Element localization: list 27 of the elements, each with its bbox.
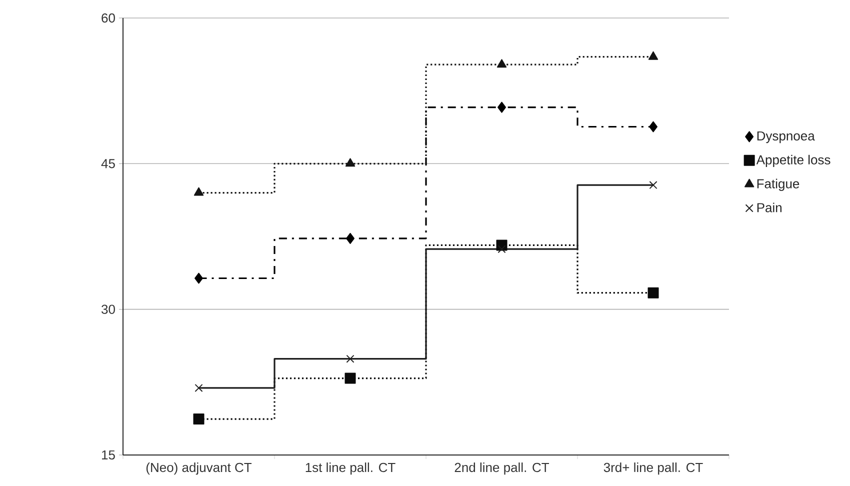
point [194, 272, 204, 284]
point [648, 287, 659, 298]
y-tick-label: 45 [101, 159, 115, 168]
y-tick-label: 60 [102, 13, 115, 23]
legend-label: Pain [757, 202, 782, 212]
point [345, 158, 356, 167]
point [193, 414, 204, 425]
legend-label: Appetite loss [756, 154, 830, 168]
legend-label: Dyspnoea [757, 131, 815, 144]
point [496, 59, 507, 68]
point [649, 180, 658, 190]
x-tick-label: 1st line pall. CT [306, 462, 396, 475]
x-tick-label: 2nd line pall. CT [454, 462, 549, 475]
point [194, 384, 203, 392]
y-tick-label: 30 [102, 304, 115, 314]
x-tick-label: (Neo) adjuvant CT [146, 462, 252, 475]
point [346, 354, 354, 363]
point [498, 245, 506, 254]
point [346, 232, 355, 244]
x-tick-label: 3rd+ line pall. CT [604, 462, 703, 475]
legend-label: Fatigue [757, 178, 800, 191]
point [344, 372, 356, 384]
point [194, 187, 204, 196]
point [648, 51, 658, 60]
point [649, 121, 658, 132]
y-tick-label: 15 [102, 450, 115, 460]
point [498, 102, 506, 113]
